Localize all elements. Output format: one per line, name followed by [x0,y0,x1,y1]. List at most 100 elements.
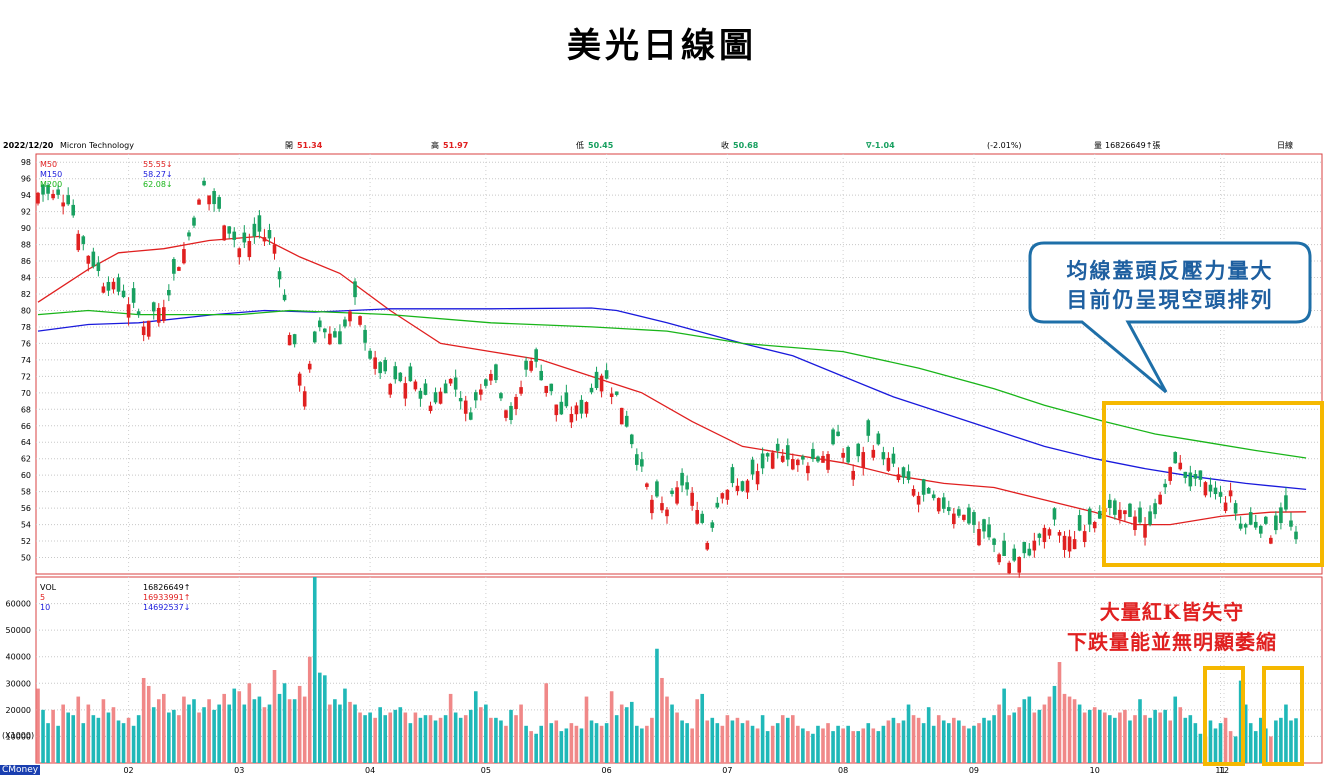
candle-body [1258,525,1263,534]
candle-body [791,459,795,470]
candle-body [801,456,805,460]
volume-bar [725,715,730,763]
candle-body [760,453,765,469]
volume-bar [750,725,755,763]
volume-bar [775,723,780,763]
volume-grid [36,577,1322,763]
volume-bar [378,707,382,763]
candle-body [257,215,262,232]
candle-body [489,373,493,381]
candle-body [811,448,815,460]
volume-bar [806,731,810,763]
volume-bar [348,701,352,763]
candle-body [987,524,991,538]
volume-bar [584,696,589,763]
candle-body [549,383,554,392]
volume-tick-label: 20000 [6,706,31,715]
candle-body [1032,540,1037,551]
volume-bar [650,717,654,763]
volume-bar [1067,696,1072,763]
volume-bar [116,720,121,763]
legend-name: 5 [40,593,45,602]
volume-bar [167,712,171,763]
volume-bar [1193,723,1198,763]
volume-bar [1183,717,1188,763]
candle-body [559,401,564,415]
candle-body [1269,537,1273,544]
candle-body [317,320,322,328]
volume-bar [388,712,393,763]
volume-bar [1284,704,1288,763]
volume-bar [1289,720,1293,763]
price-tick-label: 68 [21,405,31,414]
volume-bar [765,731,770,763]
candle-body [1289,520,1293,527]
volume-bar [91,715,96,763]
legend-value: 16933991↑ [143,593,190,602]
volume-bar [529,731,533,763]
candle-body [1223,502,1228,511]
volume-bar [1153,709,1157,763]
price-tick-label: 56 [21,504,31,513]
volume-bar [579,728,584,763]
legend-name: VOL [40,583,57,592]
candle-body [911,489,916,496]
volume-bar [1233,736,1238,763]
volume-bar [1007,715,1011,763]
volume-bar [670,704,674,763]
volume-bar [640,728,644,763]
candle-body [494,364,498,381]
volume-bar [856,731,861,763]
candle-body [720,493,725,499]
volume-bar [826,723,830,763]
volume-bar [816,725,820,763]
volume-bar [1102,712,1107,763]
candle-body [519,387,523,394]
volume-bar [156,699,161,763]
candle-body [740,481,745,491]
volume-unit: (X1000) [2,731,34,740]
candle-body [338,331,342,345]
price-tick-label: 70 [21,389,31,398]
volume-bar [398,707,403,763]
price-tick-label: 82 [21,290,31,299]
volume-bar [785,717,790,763]
candle-body [584,402,589,414]
volume-tick-label: 60000 [6,600,31,609]
volume-bar [1042,704,1047,763]
volume-bar [1097,709,1102,763]
candle-body [448,378,453,384]
candle-body [141,326,146,336]
candle-body [418,390,423,399]
candle-body [655,481,659,497]
candle-body [700,513,705,523]
candle-body [881,452,886,460]
candle-body [866,420,871,436]
volume-bar [946,723,951,763]
price-tick-label: 52 [21,537,31,546]
volume-bar [358,712,362,763]
volume-bar [1188,715,1193,763]
candle-body [614,391,619,395]
candle-body [1052,508,1057,520]
candle-body [353,281,357,298]
candle-body [806,465,810,474]
volume-bar [207,699,211,763]
volume-bar [962,725,966,763]
candle-body [821,455,825,463]
volume-bar [801,728,805,763]
candle-body [66,195,70,205]
header-open: 51.34 [297,141,323,150]
candle-body [836,431,840,437]
volume-bar [876,731,881,763]
candle-body [302,391,307,407]
quote-header: 2022/12/20 Micron Technology 開 51.34 高 5… [3,140,1293,150]
price-tick-label: 62 [21,455,31,464]
highlight-box-volume-2 [1262,666,1304,766]
price-panel-frame [35,153,1323,575]
candle-body [1092,522,1097,529]
volume-bar [237,691,242,763]
volume-bar [222,693,226,763]
candle-body [287,335,292,346]
candle-body [312,331,317,343]
